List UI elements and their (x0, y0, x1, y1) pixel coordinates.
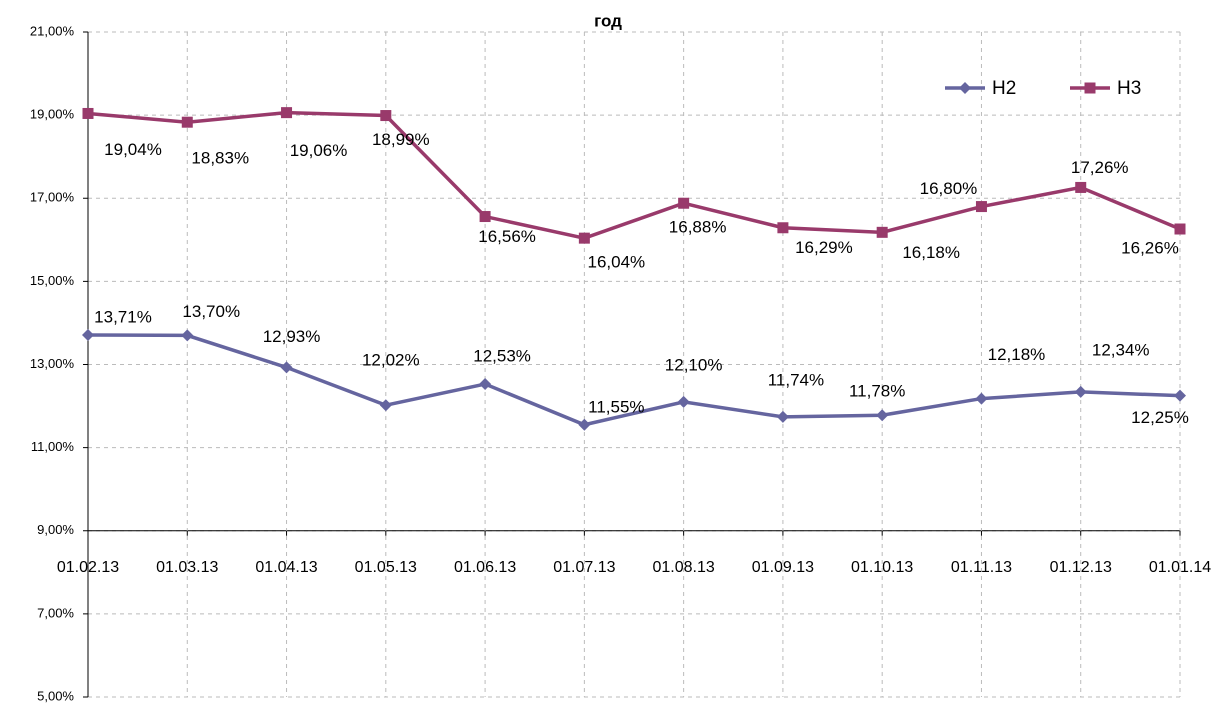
series-line (87, 333, 1181, 427)
point (776, 410, 789, 423)
data-label: 13,71% (94, 307, 152, 326)
y-tick-label: 11,00% (31, 439, 75, 454)
data-label: 11,74% (768, 370, 824, 389)
data-label: 13,70% (182, 302, 240, 321)
legend-label: Н3 (1117, 78, 1141, 99)
point (578, 232, 590, 244)
y-tick-label: 19,00% (30, 107, 75, 122)
point (281, 107, 293, 119)
data-label: 12,25% (1131, 408, 1189, 427)
point (678, 197, 690, 209)
point (479, 211, 491, 223)
data-label: 17,26% (1071, 158, 1129, 177)
data-label: 16,88% (669, 218, 727, 237)
data-label: 11,78% (849, 382, 905, 401)
point (578, 418, 591, 431)
data-label: 19,04% (104, 140, 162, 159)
data-label: 12,53% (473, 347, 531, 366)
x-tick-label: 01.05.13 (355, 559, 417, 576)
y-tick-label: 7,00% (37, 605, 74, 620)
data-label: 16,18% (902, 243, 960, 262)
y-tick-label: 21,00% (30, 23, 75, 38)
point (876, 409, 889, 422)
point (975, 392, 988, 405)
x-tick-label: 01.07.13 (553, 559, 615, 576)
legend-marker (959, 82, 971, 94)
x-tick-label: 01.09.13 (752, 559, 814, 576)
data-label: 12,93% (263, 327, 321, 346)
point (1074, 385, 1087, 398)
x-tick-label: 01.01.14 (1149, 559, 1211, 576)
point (1174, 223, 1186, 235)
data-label: 16,26% (1121, 238, 1179, 257)
data-label: 19,06% (290, 141, 348, 160)
x-tick-label: 01.03.13 (156, 559, 218, 576)
point (82, 328, 94, 341)
y-tick-label: 9,00% (37, 522, 74, 537)
point (181, 116, 193, 128)
point (280, 361, 293, 374)
point (380, 110, 392, 122)
chart-title: год (594, 11, 622, 30)
x-tick-label: 01.10.13 (851, 559, 913, 576)
data-label: 12,10% (665, 355, 723, 374)
y-tick-label: 15,00% (30, 273, 75, 288)
point (379, 399, 392, 412)
data-label: 12,34% (1092, 340, 1150, 359)
x-tick-label: 01.11.13 (951, 559, 1012, 576)
data-label: 12,02% (362, 351, 420, 370)
x-tick-label: 01.06.13 (454, 559, 516, 576)
x-tick-label: 01.04.13 (255, 559, 317, 576)
data-label: 11,55% (588, 397, 644, 416)
y-tick-label: 5,00% (37, 688, 74, 703)
data-label: 16,56% (478, 227, 536, 246)
y-tick-label: 17,00% (30, 190, 75, 205)
data-label: 16,04% (588, 253, 646, 272)
point (1075, 181, 1087, 193)
point (1174, 389, 1186, 402)
point (876, 226, 888, 238)
legend-label: Н2 (992, 78, 1016, 99)
data-label: 16,80% (920, 179, 978, 198)
point (181, 329, 194, 342)
series-line (87, 110, 1181, 240)
data-label: 16,29% (795, 238, 853, 257)
data-label: 18,99% (372, 130, 430, 149)
data-label: 12,18% (988, 345, 1046, 364)
point (82, 107, 94, 119)
x-tick-label: 01.08.13 (652, 559, 714, 576)
x-tick-label: 01.02.13 (57, 559, 119, 576)
point (677, 395, 690, 408)
data-label: 18,83% (191, 149, 249, 168)
point (777, 222, 789, 234)
point (975, 201, 987, 213)
legend-marker (1084, 82, 1096, 94)
x-tick-label: 01.12.13 (1050, 559, 1112, 576)
y-tick-label: 13,00% (30, 356, 75, 371)
point (479, 378, 492, 391)
